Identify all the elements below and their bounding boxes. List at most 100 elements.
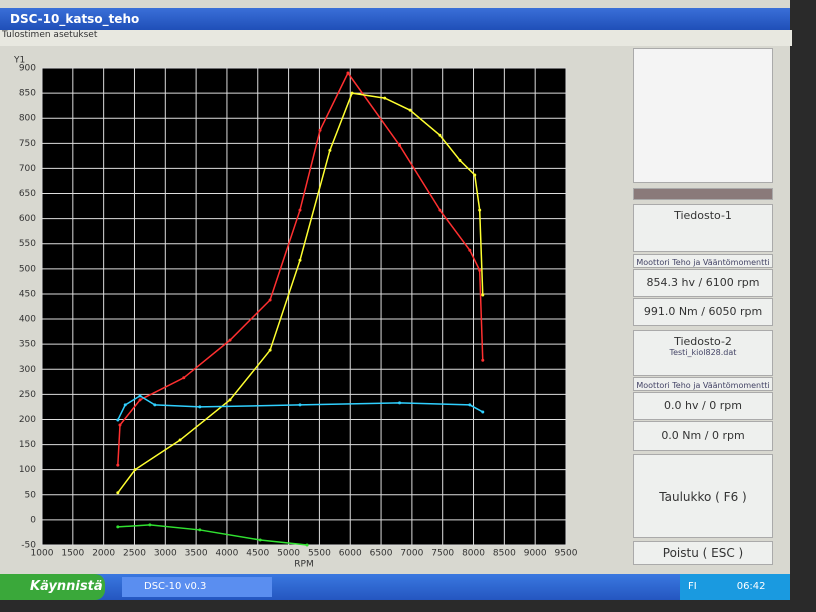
y-tick-label: 800: [19, 114, 36, 124]
heading: Moottori Teho ja Vääntömomentti: [633, 254, 773, 268]
plot-area: [42, 68, 566, 545]
data-point: [438, 133, 442, 137]
x-tick-label: 2500: [123, 549, 146, 559]
data-point: [346, 71, 350, 75]
y-tick-label: 400: [19, 315, 36, 325]
x-tick-label: 7500: [431, 549, 454, 559]
data-point: [481, 410, 485, 414]
data-point: [398, 143, 402, 147]
file-label: Tiedosto-1: [674, 209, 732, 222]
x-tick-label: 3000: [154, 549, 177, 559]
y-tick-label: 500: [19, 264, 36, 274]
y-tick-label: 600: [19, 214, 36, 224]
heading-text: Moottori Teho ja Vääntömomentti: [636, 381, 770, 390]
data-point: [481, 293, 485, 297]
y-tick-label: 50: [25, 490, 37, 500]
data-point: [228, 398, 232, 402]
data-point: [153, 403, 157, 407]
data-point: [468, 403, 472, 407]
x-tick-label: 1000: [31, 549, 54, 559]
menu-item[interactable]: Tulostimen asetukset: [0, 30, 792, 46]
data-point: [182, 376, 186, 380]
clock: 06:42: [736, 581, 766, 592]
data-point: [198, 528, 202, 532]
data-point: [116, 418, 120, 422]
x-tick-label: 4500: [246, 549, 269, 559]
table-button[interactable]: Taulukko ( F6 ): [633, 454, 773, 538]
x-tick-label: 6500: [370, 549, 393, 559]
data-point: [133, 468, 137, 472]
data-point: [478, 268, 482, 272]
data-point: [116, 525, 120, 529]
data-point: [268, 348, 272, 352]
data-point: [138, 394, 142, 398]
start-button[interactable]: Käynnistä: [0, 574, 105, 600]
y-tick-label: 350: [19, 340, 36, 350]
data-point: [228, 338, 232, 342]
x-tick-label: 5500: [308, 549, 331, 559]
file-selector[interactable]: Tiedosto-2 Testi_kiol828.dat: [633, 330, 773, 376]
series-line: [117, 71, 484, 466]
x-tick-label: 8500: [493, 549, 516, 559]
data-point: [198, 405, 202, 409]
x-tick-label: 6000: [339, 549, 362, 559]
x-tick-label: 9000: [524, 549, 547, 559]
y-tick-label: 550: [19, 239, 36, 249]
x-tick-label: 8000: [462, 549, 485, 559]
torque-readout: 991.0 Nm / 6050 rpm: [633, 298, 773, 326]
data-point: [350, 91, 354, 95]
language: FI: [688, 581, 697, 592]
torque-readout: 0.0 Nm / 0 rpm: [633, 421, 773, 451]
y-axis-label: Y1: [13, 56, 25, 66]
exit-button[interactable]: Poistu ( ESC ): [633, 541, 773, 565]
y-tick-label: 0: [30, 515, 36, 525]
power-readout: 854.3 hv / 6100 rpm: [633, 269, 773, 297]
y-tick-label: 150: [19, 440, 36, 450]
heading: Moottori Teho ja Vääntömomentti: [633, 377, 773, 391]
data-point: [298, 403, 302, 407]
data-point: [398, 401, 402, 405]
y-tick-label: 850: [19, 89, 36, 99]
data-point: [178, 438, 182, 442]
y-tick-label: 750: [19, 139, 36, 149]
x-tick-label: 5000: [277, 549, 300, 559]
separator: [633, 188, 773, 200]
data-point: [148, 523, 152, 527]
data-point: [258, 538, 262, 542]
data-point: [123, 403, 127, 407]
title-bar: DSC-10_katso_teho: [0, 8, 790, 30]
data-point: [318, 128, 322, 132]
power-readout: 0.0 hv / 0 rpm: [633, 392, 773, 420]
x-tick-label: 3500: [185, 549, 208, 559]
data-point: [481, 358, 485, 362]
y-tick-label: 100: [19, 465, 36, 475]
data-point: [298, 208, 302, 212]
tray: FI 06:42: [680, 574, 790, 600]
file-name: Testi_kiol828.dat: [669, 348, 737, 357]
data-point: [116, 491, 120, 495]
task-button[interactable]: DSC-10 v0.3: [122, 577, 272, 597]
data-point: [298, 258, 302, 262]
x-tick-label: 2000: [92, 549, 115, 559]
y-tick-label: 450: [19, 289, 36, 299]
screen: DSC-10_katso_teho Tulostimen asetukset Y…: [0, 0, 792, 600]
y-tick-label: 300: [19, 365, 36, 375]
data-point: [118, 423, 122, 427]
y-tick-label: 250: [19, 390, 36, 400]
data-point: [305, 543, 309, 547]
x-tick-label: 1500: [61, 549, 84, 559]
data-point: [328, 148, 332, 152]
data-point: [458, 158, 462, 162]
file-selector[interactable]: Tiedosto-1: [633, 204, 773, 252]
data-point: [268, 298, 272, 302]
data-point: [468, 248, 472, 252]
data-point: [116, 463, 120, 467]
x-axis-label: RPM: [294, 560, 313, 570]
y-tick-label: 650: [19, 189, 36, 199]
data-point: [383, 96, 387, 100]
y-tick-label: 200: [19, 415, 36, 425]
heading-text: Moottori Teho ja Vääntömomentti: [636, 258, 770, 267]
y-tick-label: -50: [21, 541, 36, 551]
taskbar: Käynnistä DSC-10 v0.3 FI 06:42: [0, 574, 790, 600]
y-tick-label: 900: [19, 64, 36, 74]
